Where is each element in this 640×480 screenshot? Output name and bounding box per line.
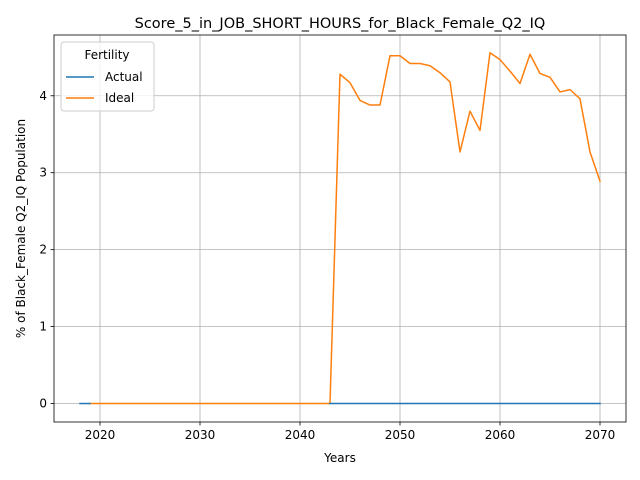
legend-box [60,41,155,112]
y-axis-label: % of Black_Female Q2_IQ Population [14,119,28,338]
series-line-ideal [89,51,601,405]
x-tick-label: 2040 [285,428,316,442]
x-axis-label: Years [323,451,356,465]
series-layer [79,51,601,405]
ticks: 2020 2030 2040 2050 2060 2070 0 1 2 3 4 [39,89,615,442]
plot-frame [53,34,627,423]
x-tick-label: 2060 [485,428,516,442]
y-tick-label: 0 [39,397,47,411]
x-tick-label: 2030 [185,428,216,442]
y-tick-label: 1 [39,320,47,334]
legend-title: Fertility [84,48,129,62]
y-tick-label: 3 [39,166,47,180]
x-tick-label: 2070 [585,428,616,442]
y-tick-label: 2 [39,243,47,257]
y-tick-label: 4 [39,89,47,103]
legend: Fertility Actual Ideal [60,41,155,112]
x-tick-label: 2020 [85,428,116,442]
legend-label-ideal: Ideal [105,91,134,105]
x-tick-label: 2050 [385,428,416,442]
chart-title: Score_5_in_JOB_SHORT_HOURS_for_Black_Fem… [135,16,546,32]
legend-label-actual: Actual [105,70,143,84]
